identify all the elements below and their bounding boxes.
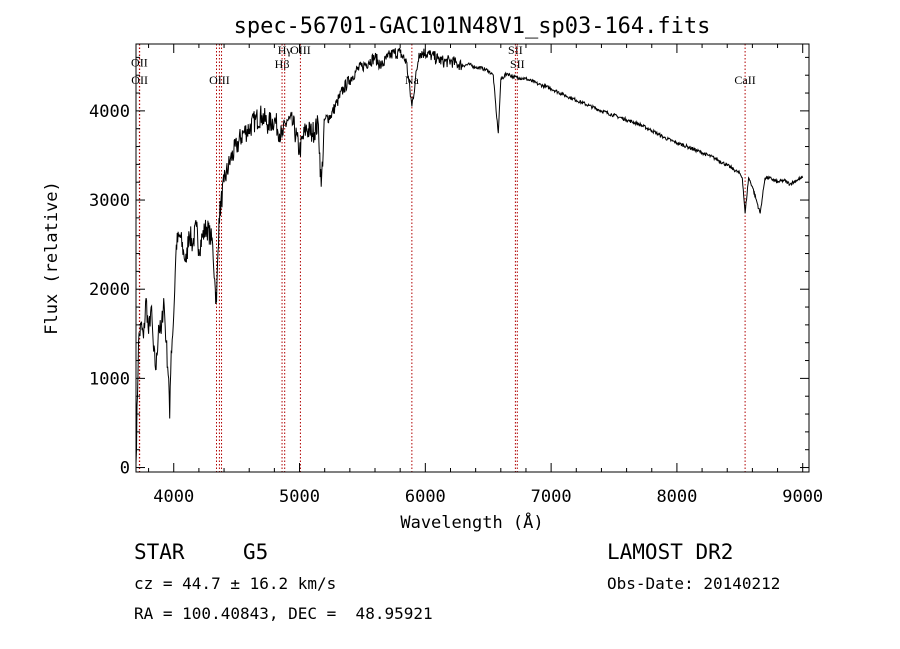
survey-name: LAMOST DR2	[607, 540, 734, 564]
y-tick-label: 4000	[89, 102, 130, 122]
emission-line-label: OIII	[290, 43, 311, 57]
chart-title: spec-56701-GAC101N48V1_sp03-164.fits	[234, 14, 711, 39]
y-ticks: 0 1000 2000 3000 4000	[89, 56, 809, 479]
emission-line-label: CaII	[734, 73, 755, 87]
x-ticks: 4000 5000 6000 7000 8000 9000	[148, 44, 823, 507]
emission-line-label: Hβ	[275, 57, 290, 71]
object-subclass: G5	[243, 540, 269, 564]
spectrum-line	[135, 47, 804, 464]
y-tick-label: 0	[120, 459, 130, 479]
coordinates: RA = 100.40843, DEC = 48.95921	[134, 604, 433, 623]
y-tick-label: 3000	[89, 191, 130, 211]
emission-line-label: Na	[405, 73, 420, 87]
emission-line-label: OII	[131, 73, 148, 87]
plot-frame	[135, 43, 810, 473]
x-axis-label: Wavelength (Å)	[400, 511, 543, 533]
y-tick-label: 1000	[89, 369, 130, 389]
redshift-velocity: cz = 44.7 ± 16.2 km/s	[134, 574, 337, 593]
x-tick-label: 5000	[279, 487, 320, 507]
x-tick-label: 6000	[405, 487, 446, 507]
x-tick-label: 4000	[153, 487, 194, 507]
observation-date: Obs-Date: 20140212	[607, 574, 781, 593]
x-tick-label: 7000	[531, 487, 572, 507]
x-tick-label: 9000	[782, 487, 823, 507]
emission-line-label: OIII	[209, 73, 230, 87]
emission-line-label: SII	[508, 43, 523, 57]
emission-line-label: SII	[510, 57, 525, 71]
x-tick-label: 8000	[656, 487, 697, 507]
object-class: STAR	[134, 540, 185, 564]
y-tick-label: 2000	[89, 280, 130, 300]
y-axis-label: Flux (relative)	[42, 181, 62, 335]
emission-line-label: Hγ	[278, 43, 293, 57]
